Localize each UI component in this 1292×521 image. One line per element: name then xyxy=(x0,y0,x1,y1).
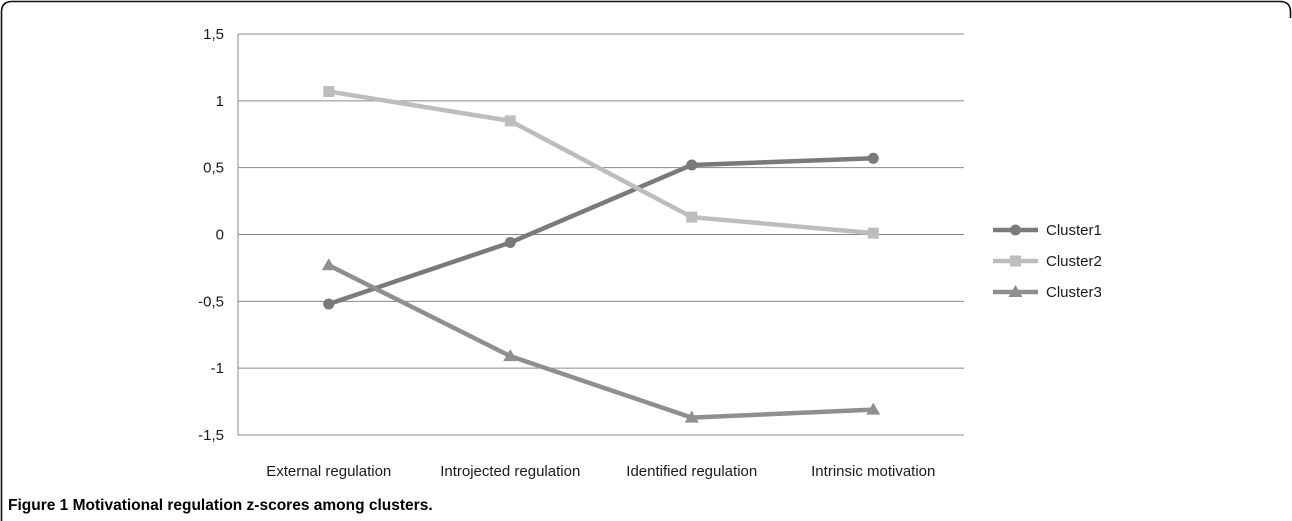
gridlines xyxy=(237,33,964,436)
y-axis-tick-labels: 1,5 1 0,5 0 -0,5 -1 -1,5 xyxy=(198,26,224,444)
y-tick-label: 1 xyxy=(216,93,224,110)
legend-marker xyxy=(1010,255,1021,267)
series-lines xyxy=(321,85,881,423)
y-tick-label: -1 xyxy=(211,360,224,377)
series-line xyxy=(327,263,874,420)
data-point xyxy=(684,410,699,423)
data-point xyxy=(866,402,881,415)
x-tick-label: Intrinsic motivation xyxy=(811,463,935,480)
legend-marker xyxy=(1008,285,1023,297)
y-tick-label: 1,5 xyxy=(203,26,224,43)
figure-caption: Figure 1 Motivational regulation z-score… xyxy=(8,497,433,515)
x-tick-label: External regulation xyxy=(266,463,391,480)
y-tick-label: -1,5 xyxy=(198,427,224,444)
x-tick-label: Introjected regulation xyxy=(440,463,580,480)
legend-item-cluster3: Cluster3 xyxy=(993,284,1102,301)
series-cluster2 xyxy=(323,85,879,239)
data-point xyxy=(504,237,516,249)
legend-marker xyxy=(1010,224,1021,236)
data-point xyxy=(867,227,879,239)
series-line xyxy=(328,89,874,236)
legend-label: Cluster1 xyxy=(1046,222,1102,239)
data-point xyxy=(686,211,698,223)
data-point xyxy=(867,152,879,164)
series-cluster3 xyxy=(321,258,881,423)
x-tick-label: Identified regulation xyxy=(626,463,757,480)
series-cluster1 xyxy=(323,152,879,310)
data-point xyxy=(323,298,335,310)
caption-text: Motivational regulation z-scores among c… xyxy=(72,497,433,514)
data-point xyxy=(323,85,335,97)
y-tick-label: -0,5 xyxy=(198,293,224,310)
legend-item-cluster1: Cluster1 xyxy=(993,222,1102,239)
caption-label: Figure 1 xyxy=(8,497,69,514)
legend-item-cluster2: Cluster2 xyxy=(993,253,1102,270)
data-point xyxy=(504,115,516,127)
y-tick-label: 0 xyxy=(216,227,224,244)
legend-label: Cluster3 xyxy=(1046,284,1102,301)
data-point xyxy=(503,349,518,362)
legend: Cluster1 Cluster2 Cluster3 xyxy=(993,222,1102,301)
series-line xyxy=(328,156,874,307)
y-tick-label: 0,5 xyxy=(203,160,224,177)
data-point xyxy=(686,159,698,171)
data-point xyxy=(321,258,336,271)
x-axis-tick-labels: External regulation Introjected regulatio… xyxy=(266,463,935,480)
legend-label: Cluster2 xyxy=(1046,253,1102,270)
